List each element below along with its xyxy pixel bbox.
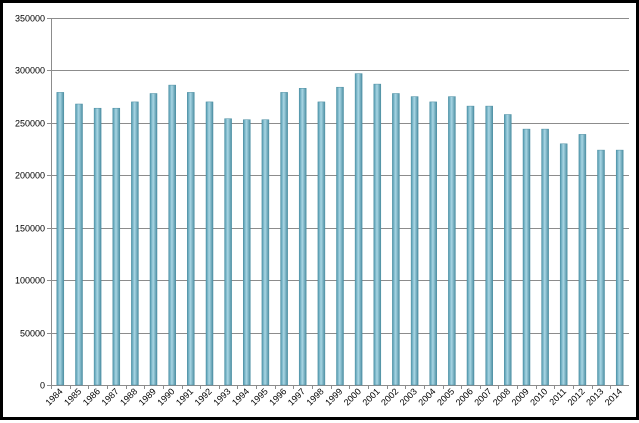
bar-2008 — [504, 114, 512, 386]
bar-2007 — [485, 105, 493, 386]
bar-1991 — [187, 92, 195, 386]
bar-2003 — [410, 96, 419, 386]
bar-1988 — [131, 101, 139, 386]
x-tick-label: 1994 — [230, 386, 251, 407]
x-tick-label: 1997 — [286, 386, 307, 407]
x-tick-label: 2009 — [510, 386, 531, 407]
bar-1990 — [168, 84, 176, 386]
x-tick-label: 1986 — [81, 386, 102, 407]
bar-2014 — [615, 149, 624, 386]
x-tick-label: 2005 — [435, 386, 456, 407]
y-tick-label: 350000 — [15, 14, 45, 24]
bar-1999 — [336, 86, 344, 386]
bar-1985 — [75, 103, 83, 386]
bar-chart: 0 50000 100000 150000 200000 250000 300000 3500… — [15, 14, 629, 408]
x-tick-label: 2008 — [491, 386, 512, 407]
bar-2011 — [559, 143, 568, 386]
x-tick-label: 1991 — [174, 386, 195, 407]
bar-2006 — [466, 105, 475, 386]
x-tick-label: 2011 — [547, 386, 568, 407]
x-tick-label: 2012 — [566, 386, 587, 407]
x-tick-label: 1995 — [249, 386, 270, 407]
bar-2002 — [392, 93, 400, 386]
bar-1998 — [317, 101, 326, 386]
bar-1984 — [56, 92, 65, 386]
x-tick-label: 2007 — [472, 386, 493, 407]
y-tick-label: 250000 — [15, 119, 45, 129]
y-tick-label: 0 — [40, 381, 45, 391]
x-tick-label: 1987 — [99, 386, 120, 407]
bar-2004 — [429, 101, 437, 386]
bar-1997 — [298, 88, 307, 386]
y-tick-label: 200000 — [15, 171, 45, 181]
x-tick-label: 1984 — [44, 386, 65, 407]
bar-2010 — [541, 128, 549, 386]
bar-1989 — [149, 93, 158, 386]
x-tick-label: 1993 — [211, 386, 232, 407]
y-tick-label: 50000 — [20, 329, 45, 339]
x-tick-label: 2010 — [528, 386, 549, 407]
x-tick-labels: 1984198519861987198819891990199119921993… — [44, 386, 625, 407]
bar-1996 — [280, 92, 288, 386]
bar-2009 — [522, 128, 531, 386]
x-tick-label: 1992 — [193, 386, 214, 407]
bar-2012 — [578, 134, 587, 386]
y-tick-labels: 0 50000 100000 150000 200000 250000 300000 3500… — [15, 14, 45, 391]
bar-2001 — [373, 83, 382, 386]
bar-1994 — [243, 119, 251, 386]
x-tick-label: 1989 — [137, 386, 158, 407]
x-tick-label: 1988 — [118, 386, 139, 407]
x-tick-label: 1998 — [305, 386, 326, 407]
axes — [47, 18, 629, 389]
x-tick-label: 2002 — [379, 386, 400, 407]
bars — [56, 73, 624, 386]
bar-1995 — [261, 119, 270, 386]
x-tick-label: 2014 — [603, 386, 624, 407]
bar-1987 — [112, 107, 121, 386]
y-tick-label: 150000 — [15, 224, 45, 234]
bar-2000 — [354, 73, 363, 386]
x-tick-label: 2006 — [454, 386, 475, 407]
y-tick-label: 300000 — [15, 66, 45, 76]
x-tick-label: 2004 — [416, 386, 437, 407]
bar-1992 — [205, 101, 214, 386]
x-tick-label: 1985 — [62, 386, 83, 407]
bar-1986 — [93, 107, 102, 386]
bar-2013 — [597, 149, 605, 386]
x-tick-label: 2000 — [342, 386, 363, 407]
x-tick-label: 1996 — [267, 386, 288, 407]
x-tick-label: 2001 — [360, 386, 381, 407]
x-tick-label: 2003 — [398, 386, 419, 407]
bar-1993 — [224, 118, 232, 386]
x-tick-label: 2013 — [584, 386, 605, 407]
x-tick-label: 1990 — [155, 386, 176, 407]
y-tick-label: 100000 — [15, 276, 45, 286]
bar-2005 — [448, 96, 456, 386]
x-tick-label: 1999 — [323, 386, 344, 407]
